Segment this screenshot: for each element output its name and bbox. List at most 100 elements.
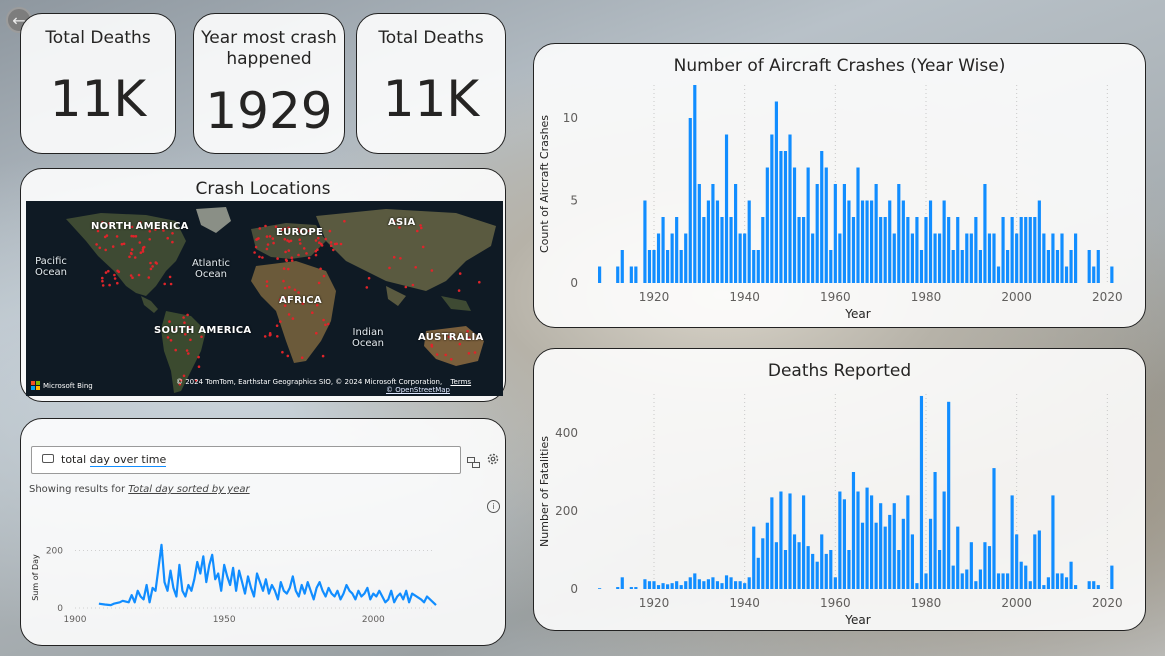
bar[interactable] <box>1015 233 1019 284</box>
bar[interactable] <box>670 583 674 589</box>
bar[interactable] <box>910 233 914 284</box>
bar[interactable] <box>888 514 892 589</box>
bar[interactable] <box>752 526 756 589</box>
bar[interactable] <box>783 550 788 589</box>
bar[interactable] <box>715 581 720 589</box>
bar[interactable] <box>892 503 896 589</box>
bar[interactable] <box>992 468 996 589</box>
bar[interactable] <box>879 503 883 589</box>
bar[interactable] <box>910 534 914 589</box>
bar[interactable] <box>1033 534 1037 589</box>
bar[interactable] <box>856 167 860 284</box>
bar[interactable] <box>616 266 620 284</box>
bar[interactable] <box>996 266 1001 284</box>
bar[interactable] <box>598 266 602 284</box>
bar[interactable] <box>1001 573 1005 589</box>
bar[interactable] <box>1055 250 1060 283</box>
bar[interactable] <box>765 522 769 589</box>
bar[interactable] <box>1087 581 1091 589</box>
bar[interactable] <box>792 534 797 589</box>
bar[interactable] <box>901 518 905 589</box>
bar[interactable] <box>1092 581 1096 589</box>
bar[interactable] <box>1001 217 1005 283</box>
bar[interactable] <box>706 579 710 589</box>
bar[interactable] <box>729 217 733 283</box>
bar[interactable] <box>969 542 973 589</box>
bar[interactable] <box>1015 534 1019 589</box>
bar[interactable] <box>860 522 865 589</box>
bar[interactable] <box>901 200 905 284</box>
osm-link[interactable]: © OpenStreetMap <box>386 386 450 394</box>
bar[interactable] <box>897 550 901 589</box>
crash-map[interactable]: NORTH AMERICA EUROPE ASIA AFRICA SOUTH A… <box>26 201 503 396</box>
bar[interactable] <box>1096 585 1100 589</box>
bar[interactable] <box>919 395 924 589</box>
bar[interactable] <box>1037 200 1041 284</box>
bar[interactable] <box>1024 565 1028 589</box>
swap-icon[interactable] <box>467 453 480 468</box>
bar[interactable] <box>1051 495 1055 589</box>
bar[interactable] <box>747 200 751 284</box>
bar[interactable] <box>1064 577 1069 589</box>
bar[interactable] <box>616 587 620 589</box>
bar[interactable] <box>965 569 969 590</box>
bar[interactable] <box>983 542 987 589</box>
bar[interactable] <box>802 217 806 283</box>
bar[interactable] <box>928 518 933 589</box>
bar[interactable] <box>788 493 792 589</box>
bar[interactable] <box>629 587 633 589</box>
bar[interactable] <box>734 184 738 283</box>
bar[interactable] <box>811 233 815 284</box>
bar[interactable] <box>906 495 910 589</box>
bar[interactable] <box>643 200 647 284</box>
bar[interactable] <box>734 581 738 589</box>
bar[interactable] <box>847 550 851 589</box>
bar[interactable] <box>956 217 960 283</box>
bar[interactable] <box>743 233 747 284</box>
bar[interactable] <box>851 472 856 589</box>
bar[interactable] <box>661 583 665 589</box>
bar[interactable] <box>951 250 955 283</box>
bar[interactable] <box>688 118 692 283</box>
bar[interactable] <box>774 101 778 284</box>
bar[interactable] <box>1028 581 1032 589</box>
results-link[interactable]: Total day sorted by year <box>128 484 250 495</box>
bar[interactable] <box>1046 577 1050 589</box>
bar[interactable] <box>715 200 720 284</box>
bar[interactable] <box>675 217 679 283</box>
bar[interactable] <box>756 250 760 283</box>
bar[interactable] <box>888 200 892 284</box>
bar[interactable] <box>933 233 937 284</box>
bar[interactable] <box>761 217 765 283</box>
bar[interactable] <box>697 184 701 283</box>
bar[interactable] <box>765 167 769 284</box>
bar[interactable] <box>829 550 833 589</box>
bar[interactable] <box>851 217 856 283</box>
bar[interactable] <box>865 200 869 284</box>
bar[interactable] <box>706 200 710 284</box>
bar[interactable] <box>1055 573 1060 589</box>
bar[interactable] <box>1074 585 1078 589</box>
bar[interactable] <box>838 233 842 284</box>
bar[interactable] <box>656 585 661 589</box>
bar[interactable] <box>942 200 946 284</box>
bar[interactable] <box>598 588 602 589</box>
bar[interactable] <box>1006 250 1010 283</box>
bar[interactable] <box>833 577 837 589</box>
bar[interactable] <box>883 526 887 589</box>
bar[interactable] <box>919 250 924 283</box>
bar[interactable] <box>1019 217 1023 283</box>
bar[interactable] <box>811 553 815 589</box>
bar[interactable] <box>634 587 638 589</box>
bar[interactable] <box>684 233 688 284</box>
bar[interactable] <box>747 577 751 589</box>
bar[interactable] <box>1096 250 1100 283</box>
bar[interactable] <box>960 250 964 283</box>
bar[interactable] <box>974 217 978 283</box>
bar[interactable] <box>978 250 982 283</box>
info-icon[interactable]: i <box>487 500 500 513</box>
bar[interactable] <box>978 569 982 590</box>
bar[interactable] <box>684 581 688 589</box>
bar[interactable] <box>992 233 996 284</box>
bar[interactable] <box>774 542 778 589</box>
